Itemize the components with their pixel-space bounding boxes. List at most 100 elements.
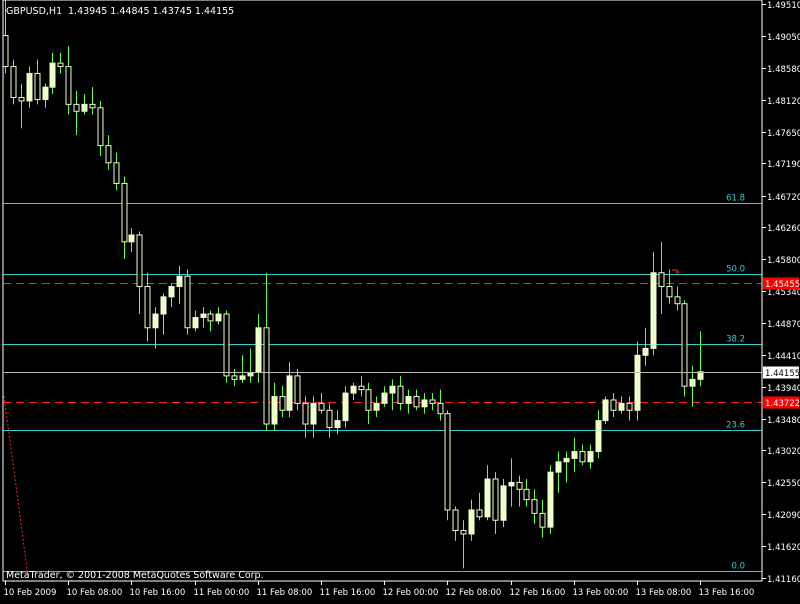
fibonacci-retracement[interactable]: 61.8 50.0 38.2 23.6 0.0	[3, 194, 762, 572]
candle-body-bear	[184, 275, 191, 329]
candle	[286, 362, 293, 418]
candle-body-bull	[571, 451, 578, 459]
candle-body-bear	[681, 303, 688, 387]
candle-body-bull	[602, 399, 609, 422]
candle-body-bear	[318, 402, 325, 411]
candle-body-bull	[81, 103, 88, 112]
candle-body-bull	[642, 347, 649, 356]
candle-body-bear	[476, 509, 483, 518]
candle-body-bull	[49, 62, 56, 88]
candle	[152, 307, 159, 349]
candle	[89, 87, 96, 115]
y-tick-label: 1.44870	[767, 320, 800, 330]
time-axis[interactable]: 10 Feb 2009 10 Feb 08:00 10 Feb 16:00 11 Fe…	[4, 581, 755, 598]
candle	[563, 451, 570, 483]
candle-body-bear	[492, 478, 499, 521]
candle	[144, 272, 151, 342]
candle-body-bear	[460, 530, 467, 535]
candle	[294, 369, 301, 411]
candle-body-bull	[618, 402, 625, 411]
price-level-tag	[763, 277, 799, 290]
candle-body-bull	[650, 272, 657, 349]
candle-body-bear	[326, 409, 333, 428]
y-tick-label: 1.48580	[767, 65, 800, 75]
candle	[610, 393, 617, 418]
candle-body-bear	[531, 499, 538, 514]
candle	[302, 396, 309, 438]
candle	[263, 272, 270, 431]
candle-body-bull	[128, 234, 135, 243]
candle	[468, 499, 475, 541]
candle	[184, 269, 191, 335]
y-tick-label: 1.49510	[767, 1, 800, 11]
y-tick-label: 1.45800	[767, 256, 800, 266]
candle	[460, 520, 467, 569]
symbol-label: GBPUSD,H1	[6, 6, 62, 17]
x-tick-label: 12 Feb 16:00	[510, 588, 566, 598]
candle	[310, 396, 317, 438]
candle	[602, 396, 609, 425]
candle-body-bull	[373, 402, 380, 411]
candlestick-series	[2, 0, 704, 569]
candle-body-bull	[697, 371, 704, 380]
candle	[508, 458, 515, 507]
current-price-value: 1.44155	[765, 369, 800, 379]
candle	[516, 475, 523, 507]
candle-body-bear	[437, 402, 444, 415]
price-level-tag	[763, 396, 799, 409]
candle-body-bear	[136, 234, 143, 288]
candle-body-bear	[302, 402, 309, 425]
y-tick-label: 1.43020	[767, 447, 800, 457]
candle	[271, 382, 278, 431]
price-level-value: 1.43722	[765, 399, 800, 409]
y-tick-label: 1.46260	[767, 224, 800, 234]
candle	[73, 90, 80, 136]
candle-body-bull	[334, 420, 341, 428]
candle	[674, 286, 681, 311]
candle-body-bear	[263, 327, 270, 425]
y-tick-label: 1.43940	[767, 384, 800, 394]
ohlc-readout: 1.43945 1.44845 1.43745 1.44155	[68, 6, 234, 17]
candle-body-bull	[389, 385, 396, 394]
candle	[113, 152, 120, 191]
candle	[555, 451, 562, 493]
candle-body-bear	[610, 399, 617, 411]
candle-body-bear	[223, 313, 230, 377]
candle-body-bull	[634, 354, 641, 411]
candle	[239, 355, 246, 383]
candle-body-bull	[421, 399, 428, 408]
candle	[18, 83, 25, 129]
candle-body-bear	[113, 162, 120, 184]
candle-body-bear	[579, 451, 586, 463]
fibo-level-label: 23.6	[726, 421, 745, 431]
candle-body-bull	[484, 478, 491, 518]
candle	[318, 393, 325, 414]
candle-body-bull	[200, 313, 207, 318]
price-level-value: 1.45455	[765, 280, 800, 290]
candle	[429, 393, 436, 411]
candle	[421, 393, 428, 414]
candle	[373, 396, 380, 418]
y-tick-label: 1.41620	[767, 543, 800, 553]
y-tick-label: 1.42550	[767, 479, 800, 489]
candle	[358, 375, 365, 397]
candle	[444, 410, 451, 521]
candle	[57, 52, 64, 74]
fibo-level-label: 38.2	[726, 335, 745, 345]
candle	[34, 59, 41, 105]
candle-body-bull	[239, 375, 246, 380]
candle-body-bear	[413, 396, 420, 408]
plot-frame	[2, 0, 763, 582]
candle-body-bull	[192, 316, 199, 329]
candle-body-bull	[168, 286, 175, 298]
candle	[405, 389, 412, 414]
candle-body-bull	[42, 86, 49, 101]
candle-body-bear	[365, 389, 372, 411]
candle-body-bear	[516, 481, 523, 490]
price-axis[interactable]: 1.49510 1.49050 1.48580 1.48120 1.47650 1.471…	[762, 1, 800, 585]
candle	[326, 403, 333, 438]
fibo-level-label: 0.0	[731, 562, 745, 572]
fibo-level-label: 61.8	[726, 194, 745, 204]
